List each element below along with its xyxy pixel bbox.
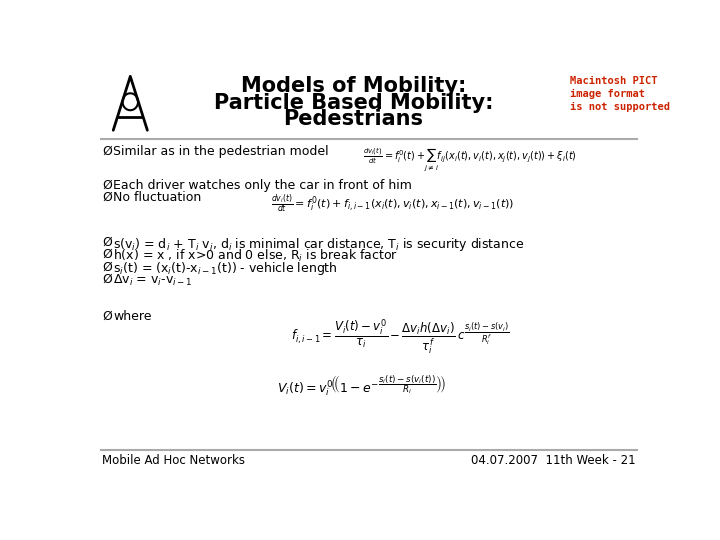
Text: $\frac{dv_i(t)}{dt} = f_i^0(t)+\!\sum_{j \neq i} f_{ij}(x_i(t),v_i(t),x_j(t),v_j: $\frac{dv_i(t)}{dt} = f_i^0(t)+\!\sum_{j… (363, 146, 577, 173)
Text: h(x) = x , if x>0 and 0 else, R$_i$ is break factor: h(x) = x , if x>0 and 0 else, R$_i$ is b… (113, 248, 398, 264)
Text: $\Delta$v$_i$ = v$_i$-v$_{i-1}$: $\Delta$v$_i$ = v$_i$-v$_{i-1}$ (113, 273, 193, 288)
Text: 04.07.2007  11th Week - 21: 04.07.2007 11th Week - 21 (471, 455, 636, 468)
Text: s(v$_i$) = d$_i$ + T$_i$ v$_i$, d$_i$ is minimal car distance, T$_i$ is security: s(v$_i$) = d$_i$ + T$_i$ v$_i$, d$_i$ is… (113, 236, 525, 253)
Text: Mobile Ad Hoc Networks: Mobile Ad Hoc Networks (102, 455, 246, 468)
Text: Similar as in the pedestrian model: Similar as in the pedestrian model (113, 145, 329, 158)
Text: Ø: Ø (102, 309, 112, 323)
Text: Ø: Ø (102, 273, 112, 286)
Text: Ø: Ø (102, 179, 112, 192)
Text: Macintosh PICT
image format
is not supported: Macintosh PICT image format is not suppo… (570, 76, 670, 112)
Text: Ø: Ø (102, 236, 112, 249)
Text: Ø: Ø (102, 191, 112, 204)
Text: Particle Based Mobility:: Particle Based Mobility: (214, 92, 493, 112)
Text: No fluctuation: No fluctuation (113, 191, 202, 204)
Text: s$_i$(t) = (x$_i$(t)-x$_{i-1}$(t)) - vehicle length: s$_i$(t) = (x$_i$(t)-x$_{i-1}$(t)) - veh… (113, 260, 338, 278)
Text: $\frac{dv_i(t)}{dt} = f_i^0(t)+f_{i,i-1}(x_i(t),v_i(t),x_{i-1}(t),v_{i-1}(t))$: $\frac{dv_i(t)}{dt} = f_i^0(t)+f_{i,i-1}… (271, 193, 514, 215)
Text: Ø: Ø (102, 260, 112, 273)
Text: where: where (113, 309, 152, 323)
Text: Each driver watches only the car in front of him: Each driver watches only the car in fron… (113, 179, 412, 192)
Text: Ø: Ø (102, 145, 112, 158)
Text: Models of Mobility:: Models of Mobility: (240, 76, 466, 96)
Text: Ø: Ø (102, 248, 112, 261)
Text: Pedestrians: Pedestrians (284, 110, 423, 130)
Text: $f_{i,i-1} = \dfrac{V_i(t) - v_i^0}{\tau_i} - \dfrac{\Delta v_i h(\Delta v_i)}{\: $f_{i,i-1} = \dfrac{V_i(t) - v_i^0}{\tau… (291, 318, 509, 357)
Text: $V_i(t) = v_i^0\!\left(\!\left(1 - e^{-\dfrac{s_i(t)-s(v_i(t))}{R_i}}\right)\!\r: $V_i(t) = v_i^0\!\left(\!\left(1 - e^{-\… (276, 373, 446, 397)
